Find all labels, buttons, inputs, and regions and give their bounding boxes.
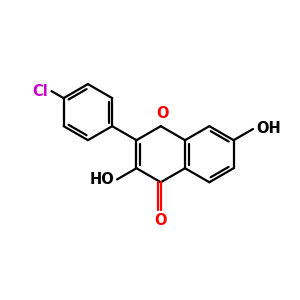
Text: O: O bbox=[154, 212, 167, 227]
Text: HO: HO bbox=[89, 172, 114, 187]
Text: O: O bbox=[156, 106, 168, 121]
Text: OH: OH bbox=[256, 122, 280, 136]
Text: Cl: Cl bbox=[32, 84, 48, 99]
